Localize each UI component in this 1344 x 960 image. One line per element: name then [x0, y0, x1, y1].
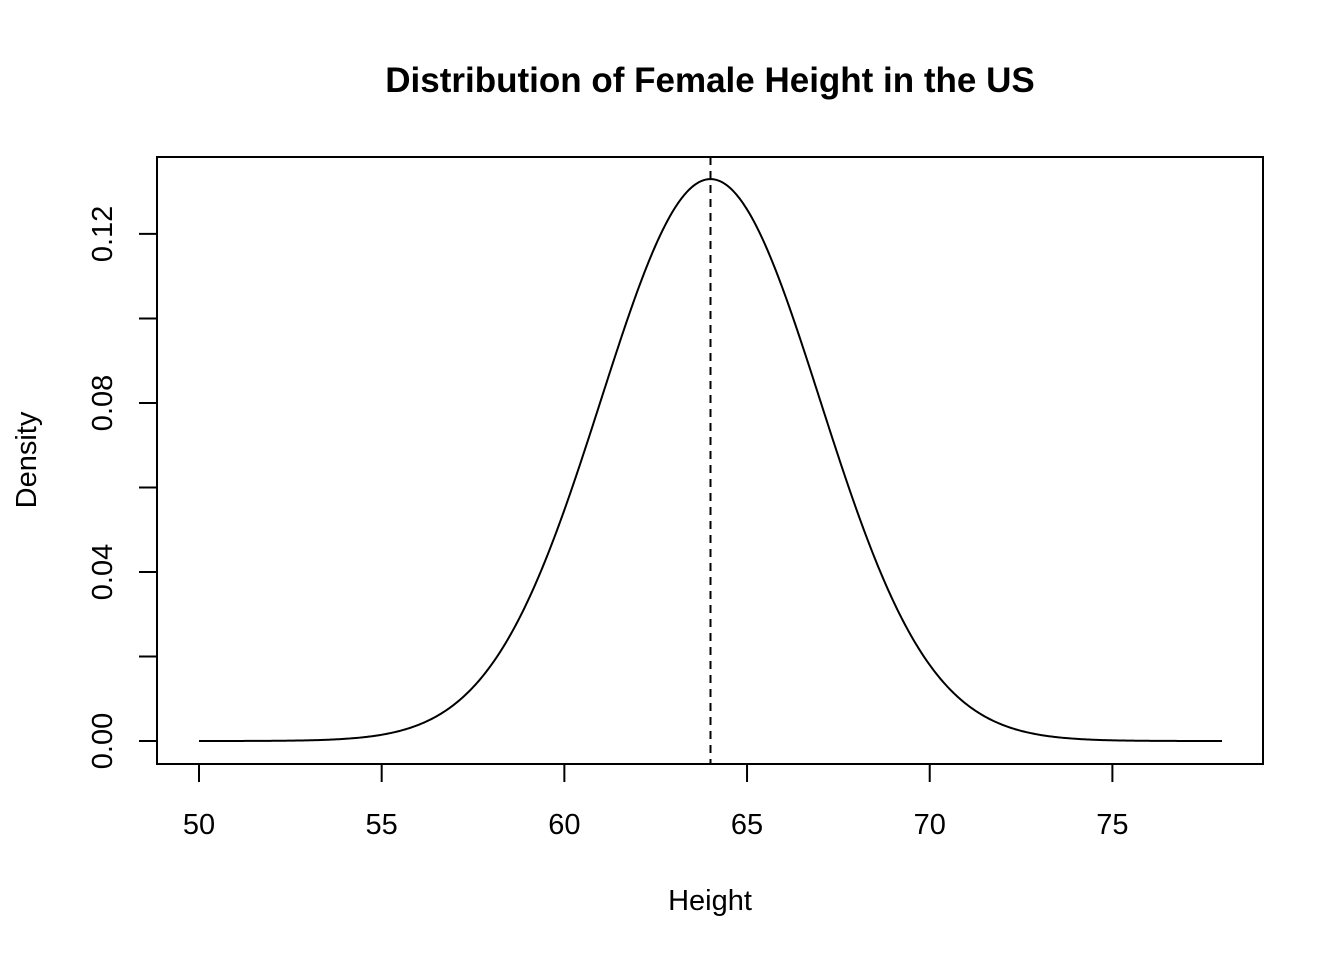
x-axis: 50 55 60 65 70 75	[183, 763, 1129, 841]
x-tick-label: 60	[548, 809, 580, 841]
y-tick-label: 0.04	[87, 544, 119, 600]
y-tick-label: 0.08	[87, 375, 119, 431]
chart-title: Distribution of Female Height in the US	[385, 61, 1034, 100]
y-axis-label: Density	[11, 411, 43, 508]
density-curve	[199, 178, 1222, 742]
y-tick-label: 0.00	[87, 713, 119, 769]
x-tick-label: 50	[183, 809, 215, 841]
x-tick-label: 55	[366, 809, 398, 841]
x-tick-label: 70	[914, 809, 946, 841]
y-tick-label: 0.12	[87, 206, 119, 262]
x-tick-label: 65	[731, 809, 763, 841]
x-tick-label: 75	[1096, 809, 1128, 841]
x-axis-label: Height	[668, 885, 752, 917]
y-axis: 0.00 0.04 0.08 0.12	[87, 206, 158, 769]
